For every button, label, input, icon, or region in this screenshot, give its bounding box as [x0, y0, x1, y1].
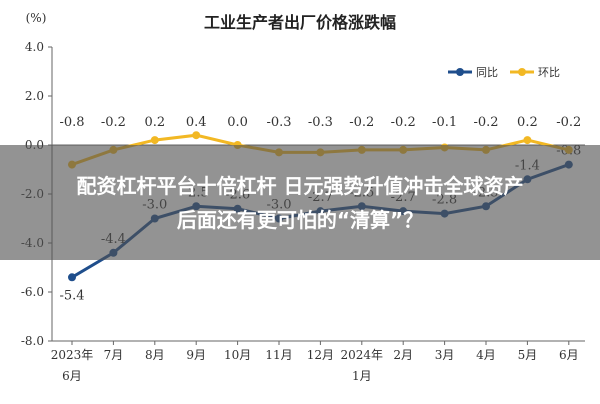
- x-tick-label: 6月: [62, 369, 82, 383]
- overlay-banner[interactable]: 配资杠杆平台十倍杠杆 日元强势升值冲击全球资产 后面还有更可怕的“清算”？: [0, 145, 600, 260]
- x-tick-label: 4月: [476, 348, 496, 362]
- overlay-headline-line1[interactable]: 配资杠杆平台十倍杠杆 日元强势升值冲击全球资产: [76, 173, 524, 198]
- x-tick-label: 7月: [104, 348, 124, 362]
- x-tick-label: 2月: [393, 348, 413, 362]
- data-point: [150, 136, 159, 145]
- data-label: -0.3: [308, 115, 333, 130]
- x-tick-label: 1月: [352, 369, 372, 383]
- data-label: 0.2: [517, 115, 538, 130]
- legend-marker: [456, 68, 464, 76]
- legend-label: 同比: [476, 66, 498, 79]
- y-tick-label: -6.0: [21, 285, 44, 299]
- x-tick-label: 10月: [224, 348, 251, 362]
- data-label: -0.2: [556, 115, 581, 130]
- legend-marker: [518, 68, 526, 76]
- x-tick-label: 3月: [435, 348, 455, 362]
- x-tick-label: 8月: [145, 348, 165, 362]
- data-label: -0.2: [349, 115, 374, 130]
- y-tick-label: 4.0: [25, 40, 44, 54]
- data-label: -0.1: [432, 115, 457, 130]
- x-tick-label: 12月: [307, 348, 334, 362]
- data-label: -0.2: [473, 115, 498, 130]
- y-tick-label: -8.0: [21, 334, 44, 348]
- data-label: 0.0: [227, 115, 248, 130]
- overlay-headline-line2[interactable]: 后面还有更可怕的“清算”？: [176, 207, 424, 232]
- data-point: [68, 273, 76, 282]
- x-tick-label: 5月: [518, 348, 538, 362]
- data-label: -0.2: [391, 115, 416, 130]
- data-point: [523, 136, 532, 145]
- data-label: 0.2: [144, 115, 165, 130]
- x-tick-label: 2024年: [341, 348, 384, 362]
- data-label: -0.8: [59, 115, 84, 130]
- x-tick-label: 6月: [559, 348, 579, 362]
- x-tick-label: 9月: [186, 348, 206, 362]
- legend-label: 环比: [538, 66, 560, 79]
- data-point: [192, 131, 201, 140]
- y-tick-label: 2.0: [25, 89, 44, 103]
- data-label: -5.4: [59, 288, 84, 303]
- x-tick-label: 2023年: [51, 348, 94, 362]
- x-tick-label: 11月: [265, 348, 292, 362]
- data-label: -0.2: [101, 115, 126, 130]
- y-axis-unit-label: (%): [26, 11, 47, 25]
- chart-title: 工业生产者出厂价格涨跌幅: [204, 13, 396, 32]
- data-label: 0.4: [186, 115, 207, 130]
- data-label: -0.3: [266, 115, 291, 130]
